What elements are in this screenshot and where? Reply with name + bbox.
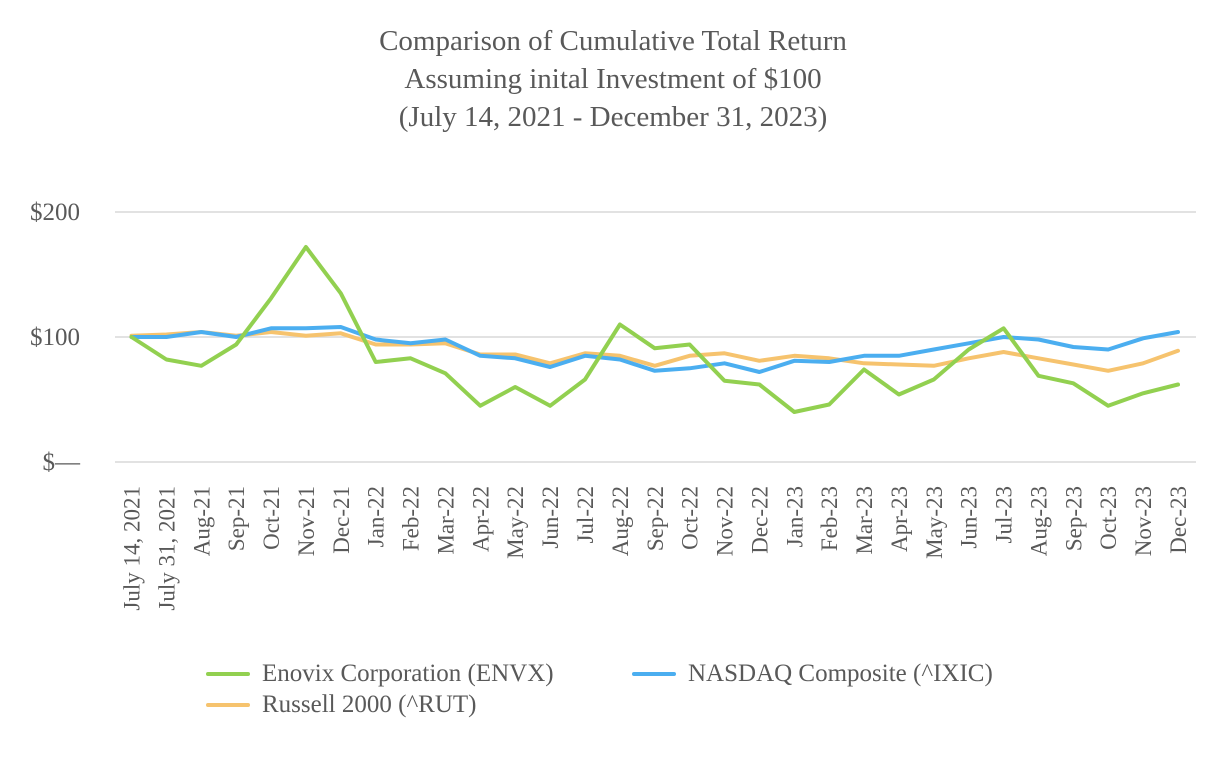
x-tick-label: May-22 <box>503 486 528 559</box>
chart-title-line-2: Assuming inital Investment of $100 <box>404 63 822 95</box>
x-tick-label: May-23 <box>922 486 947 559</box>
chart-title: Comparison of Cumulative Total Return As… <box>0 22 1226 136</box>
x-tick-label: Mar-23 <box>852 486 877 555</box>
x-tick-label: Dec-21 <box>329 486 354 554</box>
x-tick-label: Nov-21 <box>294 486 319 556</box>
legend: Enovix Corporation (ENVX) NASDAQ Composi… <box>0 655 1226 725</box>
legend-swatch-nasdaq <box>632 672 676 676</box>
legend-label-nasdaq: NASDAQ Composite (^IXIC) <box>688 660 993 687</box>
x-tick-label: Dec-23 <box>1166 486 1191 554</box>
x-tick-label: Oct-22 <box>678 486 703 550</box>
y-axis-tick-labels: $— $100 $200 <box>30 199 81 476</box>
x-tick-label: Sep-22 <box>643 486 668 551</box>
x-tick-label: Mar-22 <box>433 486 458 555</box>
x-tick-label: Nov-22 <box>713 486 738 556</box>
chart-title-line-3: (July 14, 2021 - December 31, 2023) <box>398 101 828 133</box>
x-tick-label: Sep-21 <box>224 486 249 551</box>
x-tick-label: Jun-23 <box>957 486 982 549</box>
x-tick-label: Jan-23 <box>782 486 807 547</box>
chart-title-line-1: Comparison of Cumulative Total Return <box>379 25 847 57</box>
y-tick-label: $— <box>43 449 82 476</box>
x-tick-label: Aug-23 <box>1026 486 1051 556</box>
legend-swatch-russell <box>206 703 250 707</box>
x-tick-label: Jul-22 <box>573 486 598 544</box>
x-tick-label: Sep-23 <box>1061 486 1086 551</box>
legend-item-russell: Russell 2000 (^RUT) <box>206 689 477 721</box>
x-tick-label: July 31, 2021 <box>154 486 179 611</box>
x-tick-label: Jul-23 <box>992 486 1017 544</box>
x-tick-label: Jan-22 <box>364 486 389 547</box>
x-tick-label: Dec-22 <box>747 486 772 554</box>
legend-label-envx: Enovix Corporation (ENVX) <box>262 660 554 687</box>
x-tick-label: Feb-22 <box>399 486 424 551</box>
legend-label-russell: Russell 2000 (^RUT) <box>262 691 477 718</box>
x-tick-label: Feb-23 <box>817 486 842 551</box>
x-tick-label: Jun-22 <box>538 486 563 549</box>
series-line-russell <box>129 330 1180 373</box>
x-tick-label: Aug-21 <box>189 486 214 556</box>
x-tick-label: Apr-22 <box>468 486 493 552</box>
legend-item-nasdaq: NASDAQ Composite (^IXIC) <box>632 658 993 690</box>
x-axis-tick-labels: July 14, 2021 July 31, 2021 Aug-21 Sep-21 Oc… <box>120 486 1192 611</box>
legend-item-envx: Enovix Corporation (ENVX) <box>206 658 554 690</box>
legend-swatch-envx <box>206 672 250 676</box>
x-tick-label: Oct-21 <box>259 486 284 550</box>
x-tick-label: Nov-23 <box>1131 486 1156 556</box>
y-tick-label: $200 <box>30 199 80 226</box>
series-lines <box>129 245 1180 414</box>
y-tick-label: $100 <box>30 324 80 351</box>
x-tick-label: Aug-22 <box>608 486 633 556</box>
series-line-envx <box>129 245 1180 414</box>
x-tick-label: July 14, 2021 <box>120 486 145 611</box>
gridlines <box>115 211 1196 463</box>
series-line-nasdaq <box>129 325 1180 374</box>
x-tick-label: Oct-23 <box>1096 486 1121 550</box>
x-tick-label: Apr-23 <box>887 486 912 552</box>
line-chart: $— $100 $200 July 14, 2021 July 31, 2021 Aug… <box>30 199 1196 611</box>
